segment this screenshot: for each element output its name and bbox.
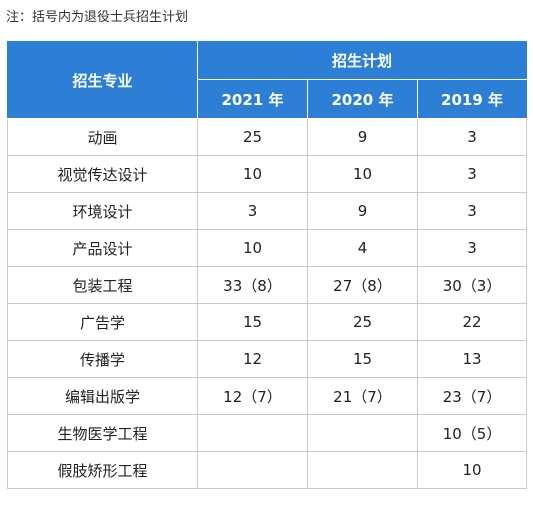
cell-2019: 30（3）: [416, 266, 528, 304]
cell-2021: 25: [197, 118, 308, 156]
cell-2021: 15: [197, 303, 308, 341]
cell-2020: 10: [307, 155, 418, 193]
cell-major: 广告学: [7, 303, 198, 341]
cell-major: 传播学: [7, 340, 198, 378]
header-year-2021: 2021 年: [197, 79, 308, 119]
header-plan-group: 招生计划: [196, 41, 528, 80]
cell-2019: 3: [416, 118, 528, 156]
cell-2019: 3: [416, 229, 528, 267]
cell-2020: 9: [307, 192, 418, 230]
table-row: 编辑出版学 12（7） 21（7） 23（7）: [7, 377, 528, 415]
cell-2019: 3: [416, 155, 528, 193]
cell-2021: 12: [197, 340, 308, 378]
header-year-2020: 2020 年: [307, 79, 418, 119]
cell-2020: [307, 451, 418, 489]
header-major: 招生专业: [7, 41, 198, 119]
cell-2021: 12（7）: [197, 377, 308, 415]
enrollment-plan-table: 招生专业 招生计划 2021 年 2020 年 2019 年 动画 25 9 3…: [7, 41, 528, 489]
cell-2021: 10: [197, 229, 308, 267]
cell-2020: 27（8）: [307, 266, 418, 304]
cell-major: 包装工程: [7, 266, 198, 304]
header-year-2019: 2019 年: [416, 79, 528, 119]
cell-2020: 21（7）: [307, 377, 418, 415]
cell-2020: [307, 414, 418, 452]
header-row-years: 2021 年 2020 年 2019 年: [8, 79, 528, 119]
table-row: 产品设计 10 4 3: [7, 229, 528, 267]
cell-2021: 10: [197, 155, 308, 193]
cell-2020: 9: [307, 118, 418, 156]
cell-major: 生物医学工程: [7, 414, 198, 452]
cell-2019: 13: [416, 340, 528, 378]
cell-2021: [197, 451, 308, 489]
header-row-group: 招生专业 招生计划: [7, 41, 528, 119]
cell-2019: 10: [416, 451, 528, 489]
cell-2021: 33（8）: [197, 266, 308, 304]
cell-major: 产品设计: [7, 229, 198, 267]
cell-2020: 25: [307, 303, 418, 341]
table-row: 视觉传达设计 10 10 3: [7, 155, 528, 193]
cell-2020: 15: [307, 340, 418, 378]
cell-2019: 22: [416, 303, 528, 341]
cell-2019: 3: [416, 192, 528, 230]
table-row: 假肢矫形工程 10: [7, 451, 528, 489]
table-row: 动画 25 9 3: [7, 118, 528, 156]
table-row: 广告学 15 25 22: [7, 303, 528, 341]
table-row: 环境设计 3 9 3: [7, 192, 528, 230]
cell-major: 环境设计: [7, 192, 198, 230]
cell-2021: [197, 414, 308, 452]
cell-major: 动画: [7, 118, 198, 156]
table-note: 注：括号内为退役士兵招生计划: [6, 10, 189, 25]
cell-2019: 10（5）: [416, 414, 528, 452]
table-row: 包装工程 33（8） 27（8） 30（3）: [7, 266, 528, 304]
cell-2020: 4: [307, 229, 418, 267]
cell-major: 编辑出版学: [7, 377, 198, 415]
cell-major: 视觉传达设计: [7, 155, 198, 193]
cell-major: 假肢矫形工程: [7, 451, 198, 489]
table-row: 生物医学工程 10（5）: [7, 414, 528, 452]
cell-2021: 3: [197, 192, 308, 230]
table-row: 传播学 12 15 13: [7, 340, 528, 378]
cell-2019: 23（7）: [416, 377, 528, 415]
